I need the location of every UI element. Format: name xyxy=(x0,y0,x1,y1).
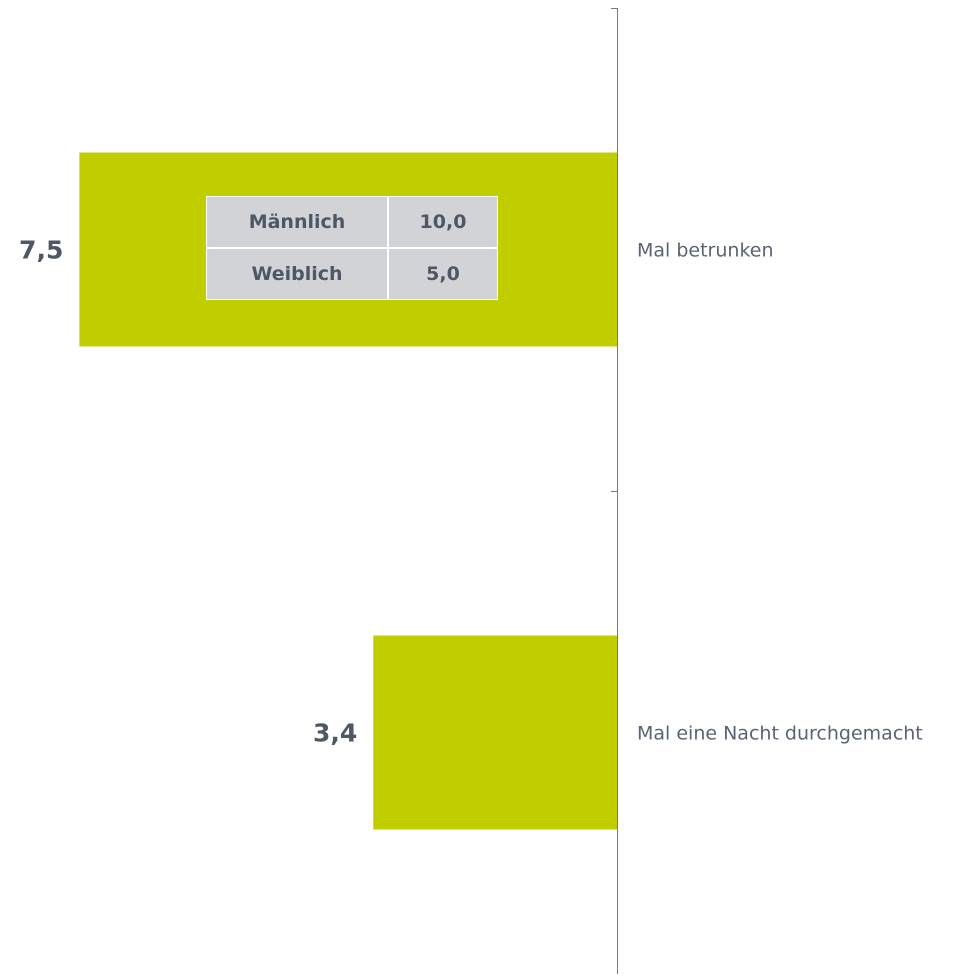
category-label-2: Mal eine Nacht durchgemacht xyxy=(637,723,923,745)
table-cell-male-value: 10,0 xyxy=(389,197,497,247)
table-cell-female-value: 5,0 xyxy=(389,249,497,299)
value-label-1: 7,5 xyxy=(19,236,63,265)
table-cell-male-label: Männlich xyxy=(207,197,387,247)
table-cell-female-label: Weiblich xyxy=(207,249,387,299)
value-label-2: 3,4 xyxy=(313,719,357,748)
gender-breakdown-table: Männlich 10,0 Weiblich 5,0 xyxy=(206,196,498,300)
bar-2 xyxy=(373,635,617,830)
category-label-1: Mal betrunken xyxy=(637,240,774,262)
